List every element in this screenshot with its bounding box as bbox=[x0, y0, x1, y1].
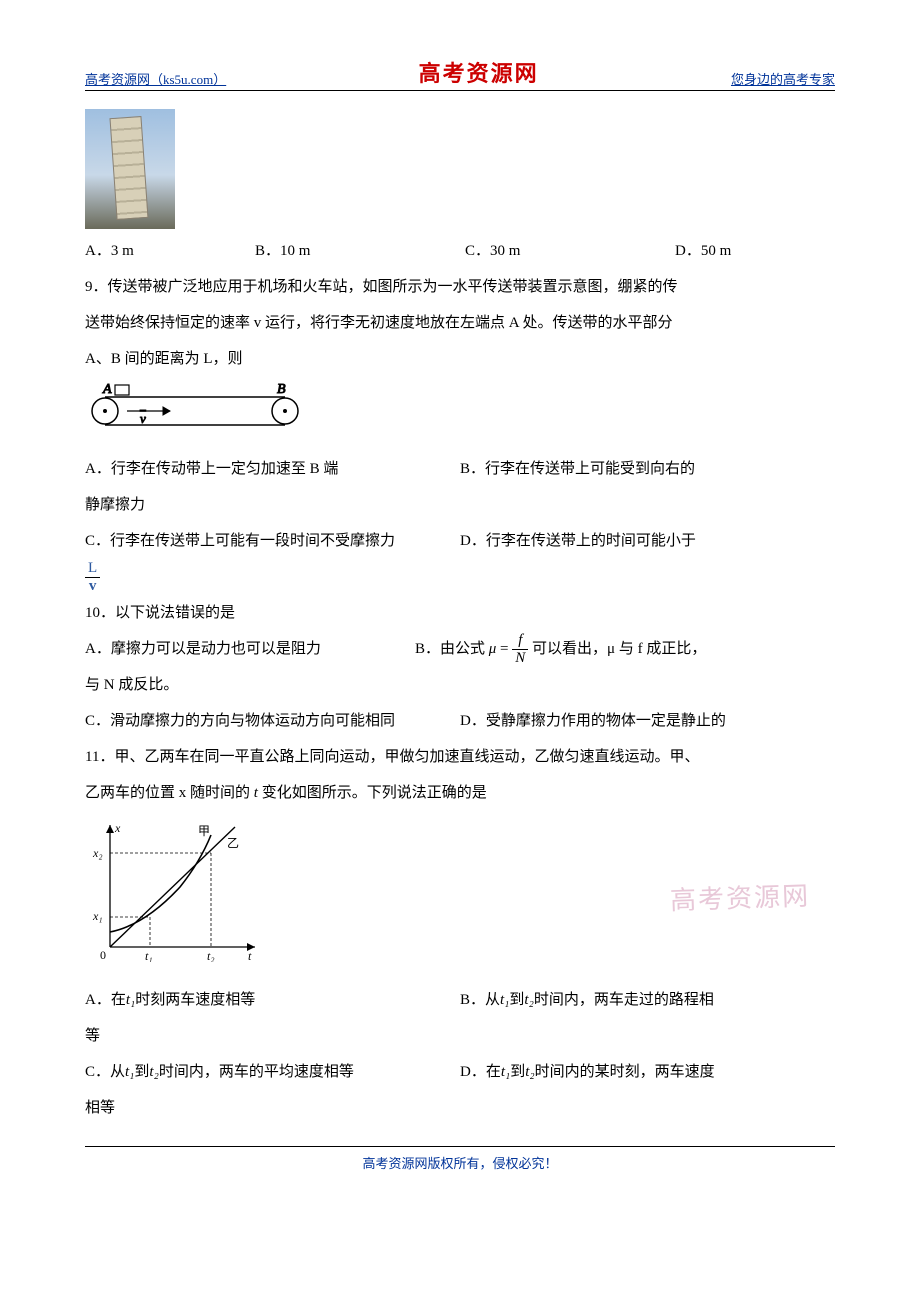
content-body: A．3 m B．10 m C．30 m D．50 m 9．传送带被广泛地应用于机… bbox=[85, 109, 835, 1126]
graph-x-label: x bbox=[114, 821, 121, 835]
q11c-t1: t₁ bbox=[125, 1064, 134, 1080]
q9-opt-c: C．行李在传送带上可能有一段时间不受摩擦力 bbox=[85, 523, 460, 559]
q10-fraction: f N bbox=[512, 633, 528, 666]
graph-label-yi: 乙 bbox=[227, 836, 239, 850]
q11a-t1: t₁ bbox=[126, 992, 135, 1008]
q9-opt-b: B．行李在传送带上可能受到向右的 bbox=[460, 451, 835, 487]
q9-frac: L v bbox=[85, 559, 835, 595]
q11b-t2: t₂ bbox=[524, 992, 533, 1008]
q11c-post: 时间内，两车的平均速度相等 bbox=[159, 1064, 354, 1080]
q11-opt-a: A．在t₁时刻两车速度相等 bbox=[85, 982, 460, 1018]
q11-optd-cont: 相等 bbox=[85, 1090, 835, 1126]
q9-row-ab: A．行李在传动带上一定匀加速至 B 端 B．行李在传送带上可能受到向右的 bbox=[85, 451, 835, 487]
q11-opt-d: D．在t₁到t₂时间内的某时刻，两车速度 bbox=[460, 1054, 835, 1090]
q10-opt-d: D．受静摩擦力作用的物体一定是静止的 bbox=[460, 703, 835, 739]
figure-conveyor-belt: A B v bbox=[85, 381, 305, 431]
graph-y-arrow bbox=[106, 825, 114, 833]
q10-frac-den: N bbox=[512, 650, 528, 666]
graph-x2-label: x₂ bbox=[92, 846, 103, 860]
q10-frac-num: f bbox=[512, 633, 528, 650]
q11-opt-b: B．从t₁到t₂时间内，两车走过的路程相 bbox=[460, 982, 835, 1018]
q11-opt-c: C．从t₁到t₂时间内，两车的平均速度相等 bbox=[85, 1054, 460, 1090]
q8-opt-d: D．50 m bbox=[675, 233, 731, 269]
q9-opt-b-cont: 静摩擦力 bbox=[85, 487, 835, 523]
q11a-pre: A．在 bbox=[85, 992, 126, 1008]
q11-stem-line1: 11．甲、乙两车在同一平直公路上同向运动，甲做匀加速直线运动，乙做匀速直线运动。… bbox=[85, 739, 835, 775]
graph-curve-jia bbox=[110, 835, 211, 932]
q11-row-ab: A．在t₁时刻两车速度相等 B．从t₁到t₂时间内，两车走过的路程相 bbox=[85, 982, 835, 1018]
page-footer: 高考资源网版权所有，侵权必究！ bbox=[85, 1146, 835, 1172]
q11-row-cd: C．从t₁到t₂时间内，两车的平均速度相等 D．在t₁到t₂时间内的某时刻，两车… bbox=[85, 1054, 835, 1090]
q11a-post: 时刻两车速度相等 bbox=[135, 992, 255, 1008]
q10-optb-pre: B．由公式 bbox=[415, 641, 485, 657]
q10-optb-cont: 与 N 成反比。 bbox=[85, 667, 835, 703]
q11-stem-post: 变化如图所示。下列说法正确的是 bbox=[258, 785, 487, 801]
q9-stem-line1: 9．传送带被广泛地应用于机场和火车站，如图所示为一水平传送带装置示意图，绷紧的传 bbox=[85, 269, 835, 305]
q9-stem-line2: 送带始终保持恒定的速率 v 运行，将行李无初速度地放在左端点 A 处。传送带的水… bbox=[85, 305, 835, 341]
q10-row-cd: C．滑动摩擦力的方向与物体运动方向可能相同 D．受静摩擦力作用的物体一定是静止的 bbox=[85, 703, 835, 739]
q11c-mid: 到 bbox=[134, 1064, 149, 1080]
q10-optb-post: 可以看出，μ 与 f 成正比， bbox=[532, 641, 706, 657]
q11d-post: 时间内的某时刻，两车速度 bbox=[535, 1064, 715, 1080]
q9-opt-a: A．行李在传动带上一定匀加速至 B 端 bbox=[85, 451, 460, 487]
belt-label-b: B bbox=[277, 382, 286, 397]
q11d-t2: t₂ bbox=[525, 1064, 534, 1080]
belt-box bbox=[115, 385, 129, 395]
q10-stem: 10．以下说法错误的是 bbox=[85, 595, 835, 631]
q10-mu: μ bbox=[489, 641, 497, 657]
q11d-pre: D．在 bbox=[460, 1064, 501, 1080]
q9-frac-num: L bbox=[85, 561, 100, 578]
q11b-mid: 到 bbox=[509, 992, 524, 1008]
q11d-t1: t₁ bbox=[501, 1064, 510, 1080]
q8-opt-a: A．3 m bbox=[85, 233, 255, 269]
page-header: 高考资源网（ks5u.com） 高考资源网 您身边的高考专家 bbox=[85, 56, 835, 91]
q11b-pre: B．从 bbox=[460, 992, 500, 1008]
q10-opt-c: C．滑动摩擦力的方向与物体运动方向可能相同 bbox=[85, 703, 460, 739]
q11b-post: 时间内，两车走过的路程相 bbox=[534, 992, 714, 1008]
pisa-tower-shape bbox=[109, 116, 148, 220]
header-left: 高考资源网（ks5u.com） bbox=[85, 69, 226, 88]
q11c-pre: C．从 bbox=[85, 1064, 125, 1080]
q9-frac-den: v bbox=[85, 578, 100, 594]
q10-eq: = bbox=[500, 641, 512, 657]
q11-optb-cont: 等 bbox=[85, 1018, 835, 1054]
q11-stem-line2: 乙两车的位置 x 随时间的 t 变化如图所示。下列说法正确的是 bbox=[85, 775, 835, 811]
q8-options: A．3 m B．10 m C．30 m D．50 m bbox=[85, 233, 835, 269]
q8-opt-b: B．10 m bbox=[255, 233, 465, 269]
belt-roller-left-dot bbox=[104, 410, 107, 413]
graph-t2-label: t₂ bbox=[207, 949, 215, 962]
belt-arrow-head bbox=[163, 407, 170, 415]
q11d-mid: 到 bbox=[510, 1064, 525, 1080]
graph-label-jia: 甲 bbox=[198, 824, 210, 838]
figure-pisa-tower bbox=[85, 109, 175, 229]
header-center-logo: 高考资源网 bbox=[419, 56, 539, 88]
q9-stem-line3: A、B 间的距离为 L，则 bbox=[85, 341, 835, 377]
q9-row-cd: C．行李在传送带上可能有一段时间不受摩擦力 D．行李在传送带上的时间可能小于 bbox=[85, 523, 835, 559]
graph-line-yi bbox=[110, 827, 235, 947]
header-right: 您身边的高考专家 bbox=[731, 69, 835, 88]
q10-optb-cont-text: 与 N 成反比。 bbox=[85, 677, 178, 693]
q9-opt-d: D．行李在传送带上的时间可能小于 bbox=[460, 523, 835, 559]
graph-x1-label: x₁ bbox=[92, 909, 103, 923]
belt-label-a: A bbox=[102, 382, 112, 397]
watermark: 高考资源网 bbox=[669, 876, 810, 918]
q10-opt-b: B．由公式 μ = f N 可以看出，μ 与 f 成正比， bbox=[415, 631, 835, 667]
graph-t1-label: t₁ bbox=[145, 949, 153, 962]
q10-opt-a: A．摩擦力可以是动力也可以是阻力 bbox=[85, 631, 415, 667]
q11c-t2: t₂ bbox=[149, 1064, 158, 1080]
graph-t-label: t bbox=[248, 949, 252, 962]
belt-label-v: v bbox=[140, 411, 146, 426]
q10-row-ab: A．摩擦力可以是动力也可以是阻力 B．由公式 μ = f N 可以看出，μ 与 … bbox=[85, 631, 835, 667]
q8-opt-c: C．30 m bbox=[465, 233, 675, 269]
graph-origin: 0 bbox=[100, 948, 106, 962]
q9-fraction: L v bbox=[85, 561, 100, 594]
q11-stem-pre: 乙两车的位置 x 随时间的 bbox=[85, 785, 254, 801]
q11b-t1: t₁ bbox=[500, 992, 509, 1008]
figure-xt-graph: 0 t₁ t₂ t x₁ x₂ x 甲 乙 bbox=[85, 817, 265, 962]
belt-roller-right-dot bbox=[284, 410, 287, 413]
